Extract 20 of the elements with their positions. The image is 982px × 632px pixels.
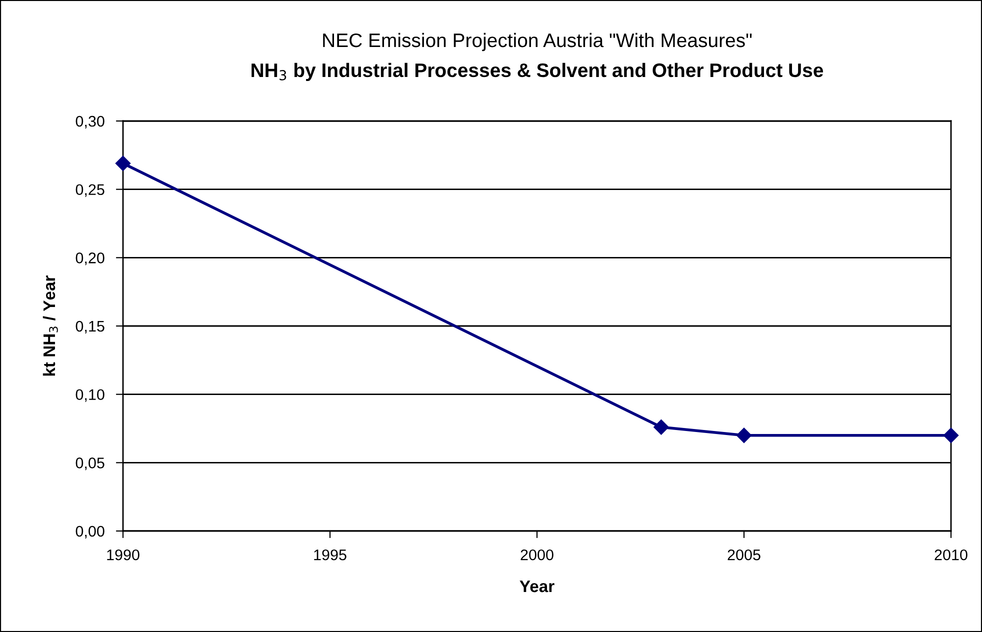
- point: [736, 428, 752, 443]
- x-tick-label: 1995: [314, 549, 346, 560]
- x-axis-title: Year: [520, 580, 554, 592]
- y-tick-label: 0,25: [76, 184, 104, 197]
- x-tick-label: 2000: [520, 549, 554, 560]
- y-tick-label: 0,30: [76, 116, 104, 128]
- y-tick-label: 0,05: [76, 458, 104, 470]
- y-tick-label: 0,15: [76, 320, 104, 334]
- chart-subtitle: NH$_{3}$ by Industrial Processes & Solvent and Other Product Use: [252, 62, 824, 81]
- x-tick-label: 1990: [107, 549, 140, 560]
- x-tick-label: 2010: [934, 549, 968, 560]
- point: [115, 156, 131, 171]
- point: [654, 420, 669, 435]
- y-tick-label: 0,20: [76, 252, 104, 266]
- y-axis-title: kt NH$_{3}$ / Year: [42, 275, 58, 376]
- point: [943, 428, 959, 443]
- y-tick-label: 0,10: [76, 389, 104, 402]
- chart-title: NEC Emission Projection Austria "With Measures": [323, 32, 752, 52]
- x-tick-label: 2005: [728, 549, 760, 560]
- y-tick-label: 0,00: [76, 526, 104, 538]
